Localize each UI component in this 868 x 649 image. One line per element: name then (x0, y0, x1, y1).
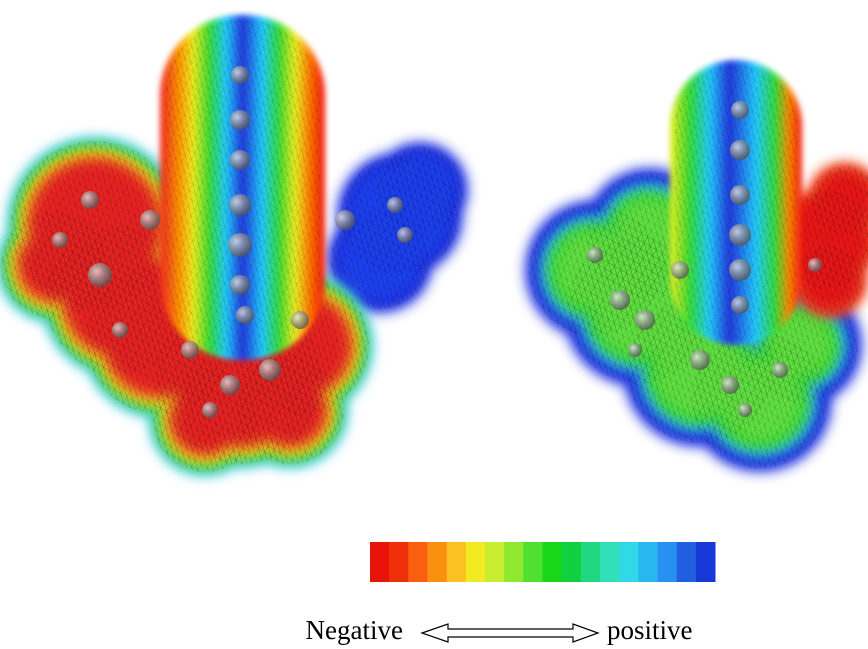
atom (230, 110, 250, 130)
atom (231, 66, 249, 84)
color-stripe (562, 542, 582, 582)
left-molecule-surface (0, 15, 468, 476)
atom (731, 101, 749, 119)
positive-label: positive (607, 615, 693, 645)
atom (236, 306, 254, 324)
color-stripe (466, 542, 486, 582)
atom (88, 263, 112, 287)
atom (81, 191, 99, 209)
mesh-lobe (796, 246, 864, 314)
atom (112, 322, 128, 338)
atom (220, 375, 240, 395)
atom (52, 232, 68, 248)
color-stripe (658, 542, 678, 582)
atom (230, 275, 250, 295)
atom (230, 150, 250, 170)
color-stripe (619, 542, 639, 582)
page: Negative positive (() => { const data = … (0, 0, 868, 649)
atom (731, 296, 749, 314)
color-stripe (600, 542, 620, 582)
mesh-lobe (236, 356, 344, 464)
color-stripe (543, 542, 563, 582)
negative-label: Negative (306, 615, 403, 645)
atom (690, 350, 710, 370)
color-stripe (428, 542, 448, 582)
atom (259, 359, 281, 381)
atom (335, 210, 355, 230)
atom (181, 341, 199, 359)
atom (729, 224, 751, 246)
atom (730, 185, 750, 205)
atom (730, 140, 750, 160)
color-stripe (638, 542, 658, 582)
color-scale-bar (370, 542, 716, 582)
atom (228, 233, 252, 257)
mesh-lobe (376, 146, 464, 234)
atom (229, 194, 251, 216)
right-molecule-surface (525, 60, 868, 472)
color-stripe (677, 542, 697, 582)
color-stripe (447, 542, 467, 582)
color-stripe (504, 542, 524, 582)
atom (808, 258, 822, 272)
color-stripe (485, 542, 505, 582)
atom (721, 376, 739, 394)
atom (291, 311, 309, 329)
color-stripe (389, 542, 409, 582)
atom (729, 259, 751, 281)
color-stripe (581, 542, 601, 582)
atom (202, 402, 218, 418)
atom (635, 310, 655, 330)
figure: Negative positive (0, 0, 868, 649)
color-stripe (696, 542, 716, 582)
atom (140, 210, 160, 230)
atom (387, 197, 403, 213)
atom (671, 261, 689, 279)
atom (610, 290, 630, 310)
double-arrow (422, 624, 598, 642)
color-stripe (523, 542, 543, 582)
color-stripe (370, 542, 390, 582)
color-stripe (408, 542, 428, 582)
atom (772, 362, 788, 378)
atom (628, 343, 642, 357)
atom (587, 247, 603, 263)
atom (738, 403, 752, 417)
atom (397, 227, 413, 243)
